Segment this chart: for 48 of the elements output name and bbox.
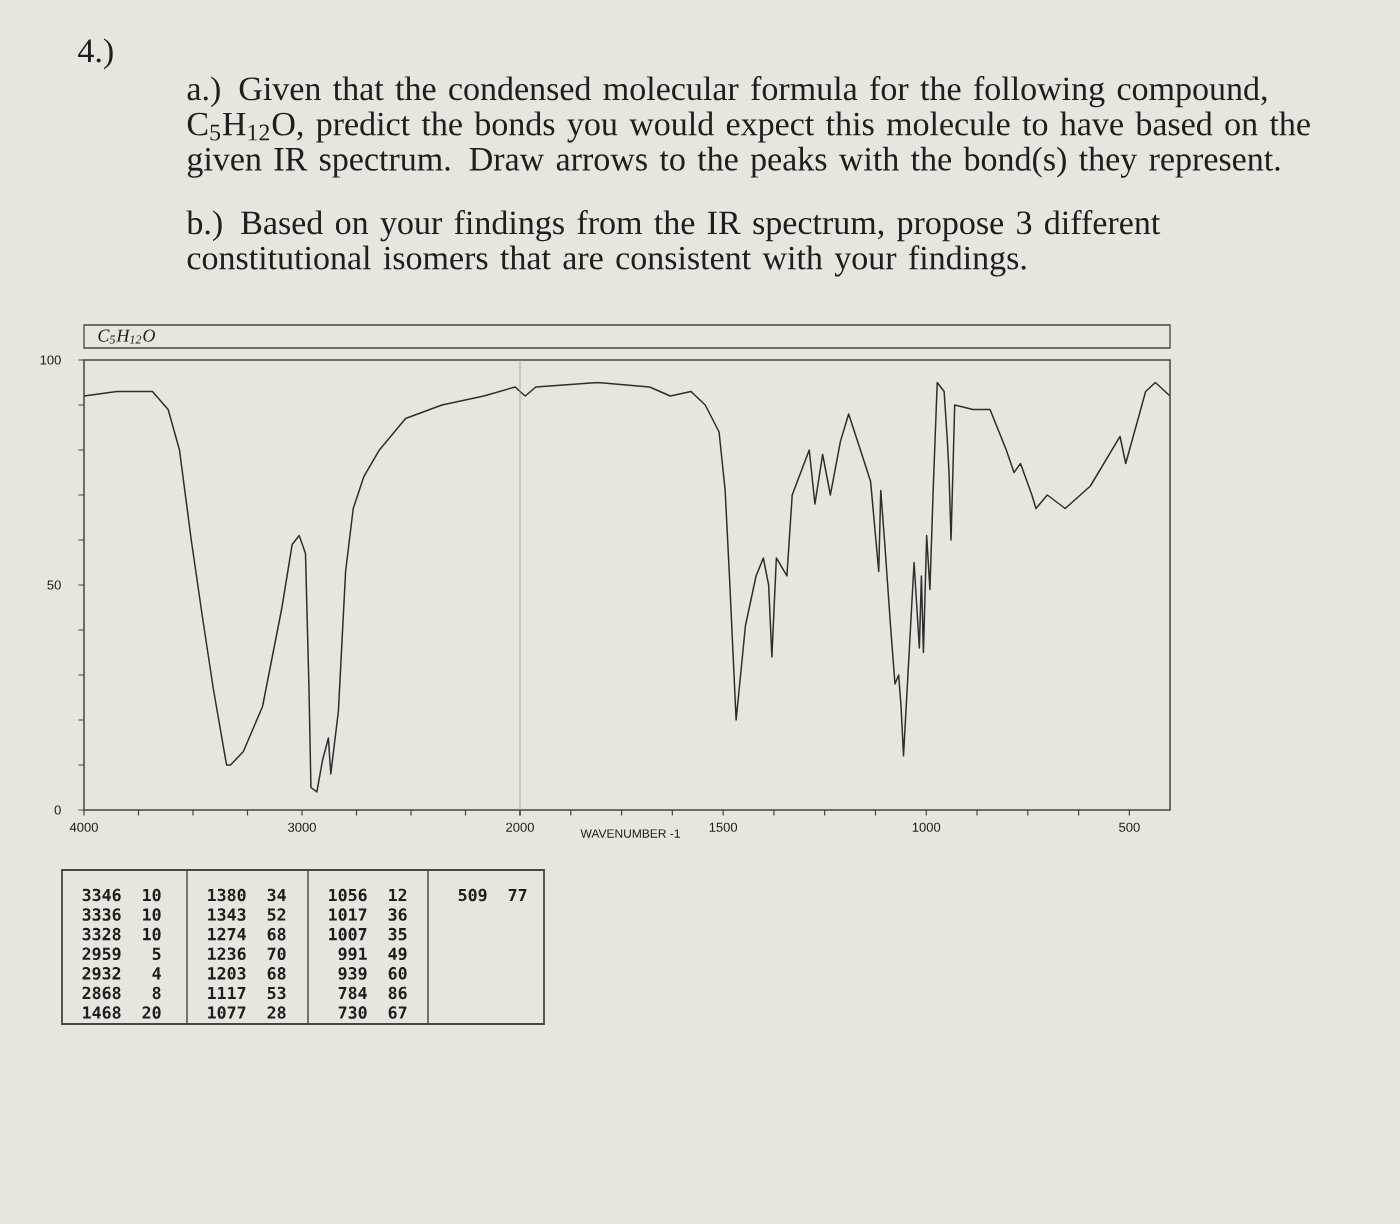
text: 68 [267, 927, 286, 941]
text: 1343 [208, 908, 246, 921]
text: b.) Based on your findings from the IR spectrum, propose 3 different constitutional isomers that are consistent with your findings. [186, 210, 1161, 277]
text: 10 [143, 888, 161, 902]
text: 60 [388, 967, 407, 980]
text: 3336 [82, 908, 121, 921]
text: 70 [267, 947, 286, 961]
text: 1236 [208, 947, 246, 961]
text: 2959 [82, 947, 121, 961]
text: 5 [152, 947, 161, 961]
text: 939 [338, 967, 367, 980]
text: 53 [267, 986, 286, 1000]
text: 1380 [208, 888, 246, 902]
chart-title: 4.) [78, 38, 113, 70]
text: 1117 [208, 986, 246, 999]
text: 3328 [82, 927, 121, 941]
text: 49 [388, 947, 407, 961]
text: 2932 [82, 967, 121, 980]
text: 52 [267, 908, 286, 921]
text: 1056 [329, 888, 367, 902]
text: 3346 [82, 888, 121, 902]
text: 991 [338, 947, 367, 961]
text: 1274 [208, 927, 246, 941]
text: a.) Given that the condensed molecular formula for the following compound, C$_{5}$H$_{12}$O, predict the bonds you would expect this molecule to have based on the given IR spectrum. Draw arrows to the peaks with the bond(s) they represent. [187, 76, 1310, 178]
text: 68 [267, 967, 286, 980]
text: 4 [152, 967, 161, 980]
text: 34 [267, 888, 286, 902]
text: 10 [143, 908, 161, 921]
text: 1077 [208, 1006, 246, 1019]
text: 77 [508, 888, 527, 901]
text: C$_{5}$H$_{12}$O [98, 329, 155, 344]
text: 1203 [208, 967, 246, 980]
text: 509 [458, 888, 487, 902]
text: 12 [389, 888, 407, 901]
text: 1007 [329, 927, 367, 941]
text: 67 [388, 1006, 407, 1019]
text: 8 [152, 986, 161, 1000]
text: 2868 [82, 986, 121, 1000]
text: 36 [388, 908, 407, 921]
text: 20 [142, 1006, 161, 1019]
text: 730 [338, 1006, 367, 1019]
text: 28 [267, 1006, 286, 1019]
text: 1017 [329, 908, 367, 921]
text: 1468 [83, 1006, 121, 1019]
text: 86 [388, 986, 407, 1000]
text: 35 [388, 927, 407, 941]
text: 784 [338, 986, 367, 1000]
text: 10 [143, 927, 161, 941]
